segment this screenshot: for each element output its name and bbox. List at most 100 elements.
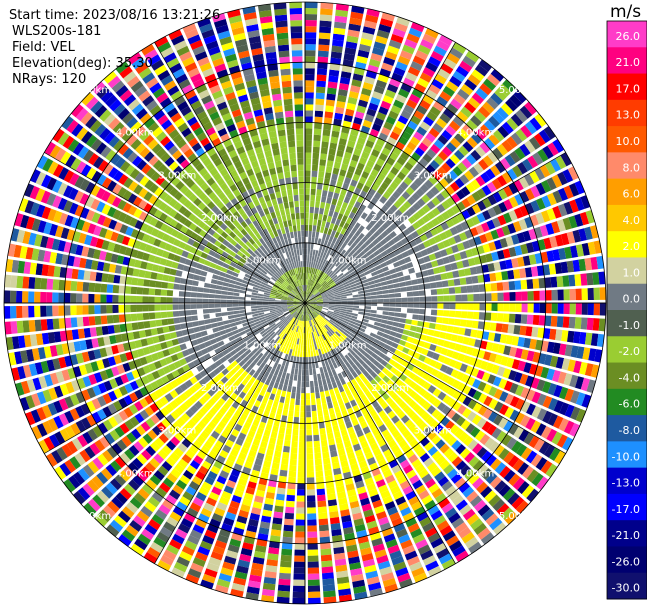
velocity-gate: [320, 433, 327, 441]
velocity-gate: [242, 322, 249, 327]
velocity-gate: [230, 339, 238, 346]
velocity-gate: [61, 369, 71, 382]
velocity-gate: [110, 253, 119, 263]
velocity-gate: [112, 314, 120, 324]
velocity-gate: [260, 318, 267, 323]
velocity-gate: [158, 504, 171, 516]
velocity-gate: [226, 303, 233, 308]
velocity-gate: [465, 276, 473, 285]
velocity-gate: [228, 283, 236, 288]
velocity-gate: [351, 469, 361, 477]
velocity-gate: [187, 237, 195, 246]
velocity-gate: [437, 150, 449, 162]
velocity-gate: [363, 246, 370, 254]
velocity-gate: [358, 541, 371, 550]
velocity-gate: [325, 345, 330, 353]
velocity-gate: [340, 132, 349, 140]
velocity-gate: [45, 453, 58, 467]
velocity-gate: [273, 318, 280, 323]
velocity-gate: [258, 527, 270, 535]
velocity-gate: [328, 295, 335, 298]
velocity-gate: [514, 193, 524, 206]
velocity-gate: [335, 367, 341, 375]
velocity-gate: [503, 345, 512, 356]
velocity-gate: [514, 147, 526, 160]
velocity-gate: [511, 496, 525, 510]
velocity-gate: [397, 195, 407, 205]
velocity-gate: [128, 479, 140, 491]
velocity-gate: [285, 428, 292, 435]
velocity-gate: [305, 357, 309, 364]
velocity-gate: [431, 196, 441, 207]
velocity-gate: [321, 397, 327, 404]
velocity-gate: [239, 289, 246, 294]
velocity-gate: [318, 421, 325, 429]
velocity-gate: [305, 122, 313, 129]
velocity-gate: [552, 342, 561, 355]
velocity-gate: [587, 241, 596, 255]
velocity-gate: [179, 402, 189, 412]
velocity-gate: [75, 405, 86, 418]
velocity-gate: [303, 308, 305, 315]
velocity-gate: [54, 466, 67, 480]
velocity-gate: [282, 319, 288, 325]
velocity-gate: [250, 325, 257, 331]
velocity-gate: [331, 237, 338, 244]
velocity-gate: [394, 419, 404, 429]
velocity-gate: [422, 555, 437, 566]
velocity-gate: [421, 224, 430, 233]
velocity-gate: [334, 205, 341, 213]
velocity-gate: [248, 369, 256, 377]
velocity-gate: [332, 400, 339, 408]
velocity-gate: [292, 303, 300, 305]
velocity-gate: [136, 470, 148, 482]
velocity-gate: [358, 296, 366, 300]
velocity-gate: [524, 140, 536, 154]
velocity-gate: [359, 203, 367, 212]
velocity-gate: [524, 188, 535, 201]
velocity-gate: [302, 363, 305, 370]
velocity-gate: [508, 182, 519, 195]
velocity-gate: [68, 172, 80, 186]
velocity-gate: [307, 273, 310, 280]
velocity-gate: [96, 261, 105, 271]
velocity-gate: [320, 391, 326, 398]
velocity-gate: [586, 317, 594, 331]
velocity-gate: [452, 390, 462, 400]
velocity-gate: [383, 162, 393, 171]
velocity-gate: [525, 242, 535, 254]
velocity-gate: [475, 224, 485, 235]
velocity-gate: [283, 291, 290, 295]
velocity-gate: [270, 312, 277, 316]
velocity-gate: [322, 353, 327, 361]
velocity-gate: [558, 386, 569, 400]
velocity-gate: [308, 273, 311, 280]
velocity-gate: [364, 477, 375, 486]
velocity-gate: [399, 281, 406, 287]
velocity-gate: [231, 271, 239, 278]
velocity-gate: [514, 280, 522, 290]
velocity-gate: [209, 338, 218, 345]
velocity-gate: [22, 291, 29, 303]
velocity-gate: [449, 295, 456, 302]
velocity-gate: [296, 501, 305, 508]
velocity-gate: [387, 480, 398, 490]
velocity-gate: [475, 175, 486, 187]
velocity-gate: [256, 325, 264, 331]
velocity-gate: [375, 478, 386, 488]
velocity-gate: [593, 287, 600, 300]
velocity-gate: [437, 68, 451, 80]
velocity-gate: [395, 120, 406, 130]
velocity-gate: [472, 284, 480, 293]
velocity-gate: [338, 497, 348, 505]
velocity-gate: [151, 370, 161, 380]
velocity-gate: [329, 413, 337, 421]
velocity-gate: [221, 368, 229, 376]
velocity-gate: [25, 247, 34, 260]
velocity-gate: [162, 233, 171, 242]
velocity-gate: [338, 385, 345, 393]
velocity-gate: [374, 117, 384, 127]
velocity-gate: [288, 294, 295, 299]
velocity-gate: [292, 337, 296, 344]
velocity-gate: [221, 415, 230, 425]
